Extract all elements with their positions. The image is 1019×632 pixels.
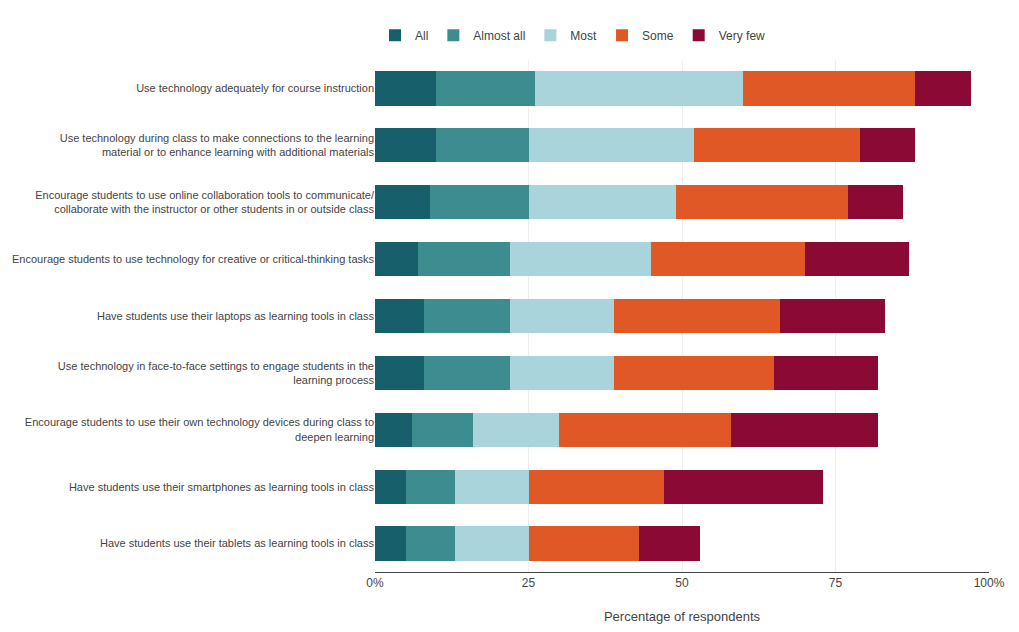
svg-text:Have students use their laptop: Have students use their laptops as learn… — [97, 310, 374, 322]
svg-text:50: 50 — [675, 576, 689, 590]
svg-text:Almost all: Almost all — [473, 29, 525, 43]
svg-text:Have students use their tablet: Have students use their tablets as learn… — [100, 537, 374, 549]
svg-text:Use technology in face-to-face: Use technology in face-to-face settings … — [58, 360, 375, 386]
svg-text:Some: Some — [642, 29, 674, 43]
svg-text:25: 25 — [522, 576, 536, 590]
svg-text:Encourage students to use onli: Encourage students to use online collabo… — [35, 189, 375, 215]
svg-text:Use technology during class to: Use technology during class to make conn… — [60, 132, 375, 158]
svg-text:Percentage of respondents: Percentage of respondents — [604, 609, 761, 624]
svg-text:0%: 0% — [366, 576, 384, 590]
svg-text:All: All — [415, 29, 428, 43]
svg-text:75: 75 — [829, 576, 843, 590]
svg-text:Encourage students to use thei: Encourage students to use their own tech… — [25, 416, 374, 442]
svg-text:Very few: Very few — [719, 29, 765, 43]
svg-text:100%: 100% — [974, 576, 1005, 590]
svg-text:Encourage students to use tech: Encourage students to use technology for… — [12, 253, 374, 265]
svg-text:Have students use their smartp: Have students use their smartphones as l… — [69, 481, 375, 493]
svg-text:Use technology adequately for: Use technology adequately for course ins… — [136, 82, 374, 94]
svg-text:Most: Most — [570, 29, 597, 43]
